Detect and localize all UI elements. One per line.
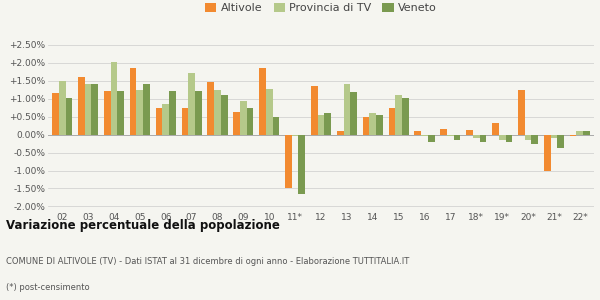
Bar (130, 68, 136, 135)
Bar (577, 131, 583, 135)
Bar (551, 135, 557, 138)
Bar (440, 129, 447, 135)
Bar (389, 108, 395, 135)
Text: (*) post-censimento: (*) post-censimento (6, 284, 89, 292)
Bar (524, 135, 532, 140)
Bar (221, 95, 227, 135)
Bar (337, 131, 344, 135)
Bar (188, 73, 195, 135)
Bar (350, 92, 357, 135)
Bar (163, 104, 169, 135)
Bar (311, 86, 317, 135)
Bar (569, 135, 577, 137)
Bar (91, 84, 98, 135)
Bar (208, 82, 214, 135)
Bar (532, 135, 538, 144)
Bar (428, 135, 434, 142)
Bar (421, 135, 428, 137)
Bar (214, 90, 221, 135)
Legend: Altivole, Provincia di TV, Veneto: Altivole, Provincia di TV, Veneto (201, 0, 441, 18)
Bar (52, 93, 59, 135)
Bar (447, 135, 454, 137)
Bar (118, 91, 124, 135)
Bar (285, 135, 292, 188)
Bar (362, 117, 370, 135)
Bar (317, 115, 325, 135)
Bar (499, 135, 506, 140)
Bar (169, 91, 176, 135)
Bar (506, 135, 512, 142)
Bar (233, 112, 240, 135)
Bar (272, 117, 280, 135)
Bar (557, 135, 564, 148)
Bar (155, 108, 163, 135)
Bar (395, 95, 402, 135)
Bar (240, 100, 247, 135)
Bar (518, 90, 524, 135)
Bar (182, 108, 188, 135)
Bar (143, 84, 150, 135)
Bar (104, 91, 110, 135)
Bar (473, 135, 479, 138)
Bar (292, 135, 298, 137)
Bar (402, 98, 409, 135)
Text: COMUNE DI ALTIVOLE (TV) - Dati ISTAT al 31 dicembre di ogni anno - Elaborazione : COMUNE DI ALTIVOLE (TV) - Dati ISTAT al … (6, 256, 409, 266)
Bar (59, 81, 65, 135)
Bar (110, 62, 118, 135)
Bar (466, 130, 473, 135)
Bar (479, 135, 487, 142)
Bar (344, 84, 350, 135)
Bar (415, 131, 421, 135)
Bar (298, 135, 305, 194)
Bar (454, 135, 460, 140)
Bar (65, 98, 73, 135)
Bar (376, 115, 383, 135)
Bar (195, 91, 202, 135)
Bar (370, 113, 376, 135)
Bar (85, 84, 91, 135)
Bar (325, 113, 331, 135)
Bar (247, 108, 253, 135)
Bar (259, 68, 266, 135)
Bar (583, 131, 590, 135)
Bar (544, 135, 551, 170)
Bar (492, 123, 499, 135)
Bar (78, 77, 85, 135)
Bar (266, 89, 272, 135)
Bar (136, 90, 143, 135)
Text: Variazione percentuale della popolazione: Variazione percentuale della popolazione (6, 219, 280, 232)
